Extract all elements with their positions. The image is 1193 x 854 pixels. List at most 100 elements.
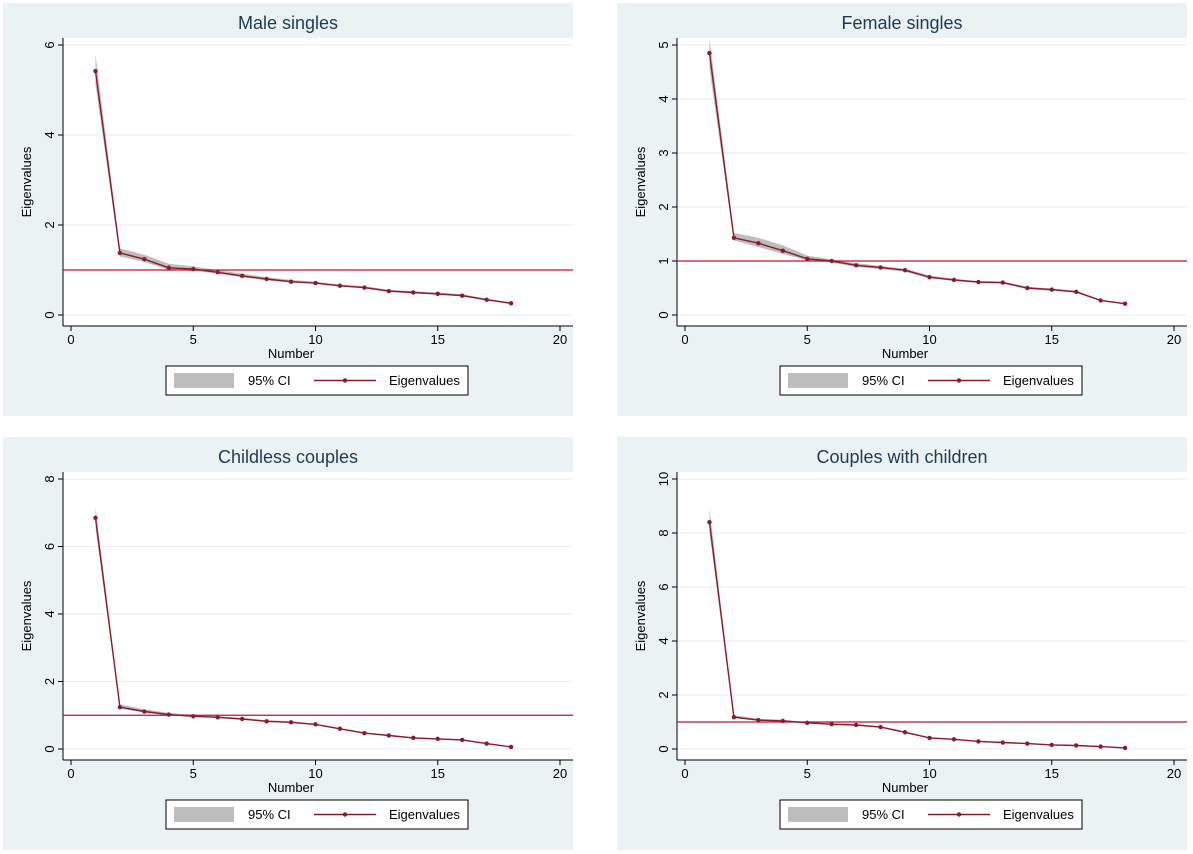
eigenvalue-point [853, 263, 859, 268]
eigenvalue-point [313, 722, 318, 727]
eigenvalue-point [707, 50, 712, 56]
chart-panel-female-singles: Female singles 0 1 2 3 4 5 0 5 10 15 20 Number Eigenv… [617, 3, 1187, 416]
x-tick-label: 20 [1167, 332, 1181, 347]
eigenvalue-point [829, 721, 834, 727]
x-tick-label: 0 [681, 766, 688, 781]
x-tick-label: 0 [681, 332, 688, 347]
legend-label-ci: 95% CI [248, 807, 291, 822]
y-axis-label: Eigenvalues [19, 146, 34, 217]
legend-label-ci: 95% CI [862, 807, 905, 822]
eigenvalue-point [829, 258, 834, 264]
eigenvalue-point [337, 283, 343, 288]
eigenvalue-point [756, 717, 761, 723]
eigenvalue-point [707, 520, 712, 525]
legend-swatch-point [342, 812, 348, 817]
y-tick-label: 2 [42, 221, 57, 228]
y-tick-label: 6 [42, 543, 57, 550]
x-axis-label: Number [268, 780, 315, 795]
eigenvalue-point [1000, 740, 1006, 745]
x-tick-label: 20 [1167, 766, 1181, 781]
y-tick-label: 8 [656, 529, 671, 536]
eigenvalue-point [142, 709, 147, 714]
eigenvalue-point [1122, 745, 1128, 751]
chart-title: Female singles [841, 13, 962, 33]
y-tick-label: 4 [656, 637, 671, 644]
eigenvalue-point [386, 288, 392, 294]
chart-panel-couples-with-children: Couples with children 0 2 4 6 8 10 0 5 10 15 20 Numb… [617, 437, 1187, 850]
legend-label-eigenvalues: Eigenvalues [389, 807, 460, 822]
eigenvalue-point [435, 291, 440, 297]
chart-panel-male-singles: Male singles 0 2 4 6 0 5 10 15 20 Number Eigenvalue… [3, 3, 573, 416]
plot-area [677, 472, 1187, 760]
eigenvalue-point [166, 265, 171, 270]
eigenvalue-point [1122, 301, 1128, 306]
plot-area [677, 38, 1187, 326]
y-tick-label: 0 [656, 311, 671, 318]
eigenvalue-point [117, 250, 123, 256]
eigenvalue-point [239, 716, 245, 722]
eigenvalue-point [508, 744, 514, 750]
x-tick-label: 5 [804, 332, 811, 347]
y-tick-label: 2 [656, 203, 671, 210]
eigenvalue-point [927, 735, 932, 741]
legend-label-ci: 95% CI [248, 373, 291, 388]
eigenvalue-point [337, 726, 343, 731]
eigenvalue-point [853, 722, 859, 728]
eigenvalue-point [215, 715, 220, 720]
legend-label-ci: 95% CI [862, 373, 905, 388]
eigenvalue-point [288, 279, 294, 284]
x-tick-label: 15 [1045, 766, 1059, 781]
x-tick-label: 0 [67, 332, 74, 347]
x-tick-label: 5 [190, 766, 197, 781]
chart-couples-with-children: Couples with children 0 2 4 6 8 10 0 5 10 15 20 Numb… [633, 447, 1187, 830]
eigenvalue-point [460, 737, 465, 743]
eigenvalue-point [1049, 287, 1054, 292]
x-tick-label: 10 [922, 766, 936, 781]
eigenvalue-point [1098, 744, 1103, 749]
eigenvalue-point [191, 714, 196, 719]
y-tick-label: 0 [42, 745, 57, 752]
x-tick-label: 10 [308, 766, 322, 781]
y-tick-label: 6 [42, 41, 57, 48]
eigenvalue-point [951, 277, 957, 283]
x-tick-label: 10 [922, 332, 936, 347]
legend-label-eigenvalues: Eigenvalues [1003, 807, 1074, 822]
chart-title: Male singles [238, 13, 338, 33]
eigenvalue-point [927, 275, 932, 280]
eigenvalue-point [780, 718, 785, 724]
eigenvalue-point [93, 515, 98, 521]
x-axis-label: Number [882, 780, 929, 795]
y-tick-label: 2 [42, 678, 57, 685]
chart-title: Couples with children [816, 447, 987, 467]
legend-swatch-ci [788, 373, 848, 388]
y-tick-label: 4 [42, 131, 57, 138]
x-axis-label: Number [268, 346, 315, 361]
y-tick-label: 4 [656, 95, 671, 102]
eigenvalue-point [756, 240, 761, 246]
y-axis-label: Eigenvalues [633, 146, 648, 217]
eigenvalue-point [215, 270, 220, 275]
eigenvalue-point [951, 737, 957, 742]
y-tick-label: 5 [656, 41, 671, 48]
eigenvalue-point [731, 714, 737, 720]
eigenvalue-point [93, 68, 98, 74]
y-tick-label: 4 [42, 610, 57, 617]
eigenvalue-point [1000, 280, 1006, 285]
y-tick-label: 6 [656, 583, 671, 590]
eigenvalues-line [94, 71, 512, 304]
eigenvalue-point [411, 290, 416, 295]
eigenvalue-point [805, 720, 810, 726]
eigenvalue-point [805, 256, 810, 262]
y-tick-label: 3 [656, 149, 671, 156]
eigenvalue-point [484, 741, 489, 746]
x-tick-label: 20 [553, 766, 567, 781]
eigenvalues-line [708, 53, 1126, 305]
eigenvalue-point [878, 265, 883, 270]
y-axis-label: Eigenvalues [633, 580, 648, 651]
eigenvalue-point [976, 739, 981, 744]
x-tick-label: 20 [553, 332, 567, 347]
eigenvalue-point [902, 267, 908, 273]
eigenvalue-point [460, 293, 465, 298]
eigenvalue-point [435, 736, 440, 742]
eigenvalue-point [117, 704, 123, 710]
